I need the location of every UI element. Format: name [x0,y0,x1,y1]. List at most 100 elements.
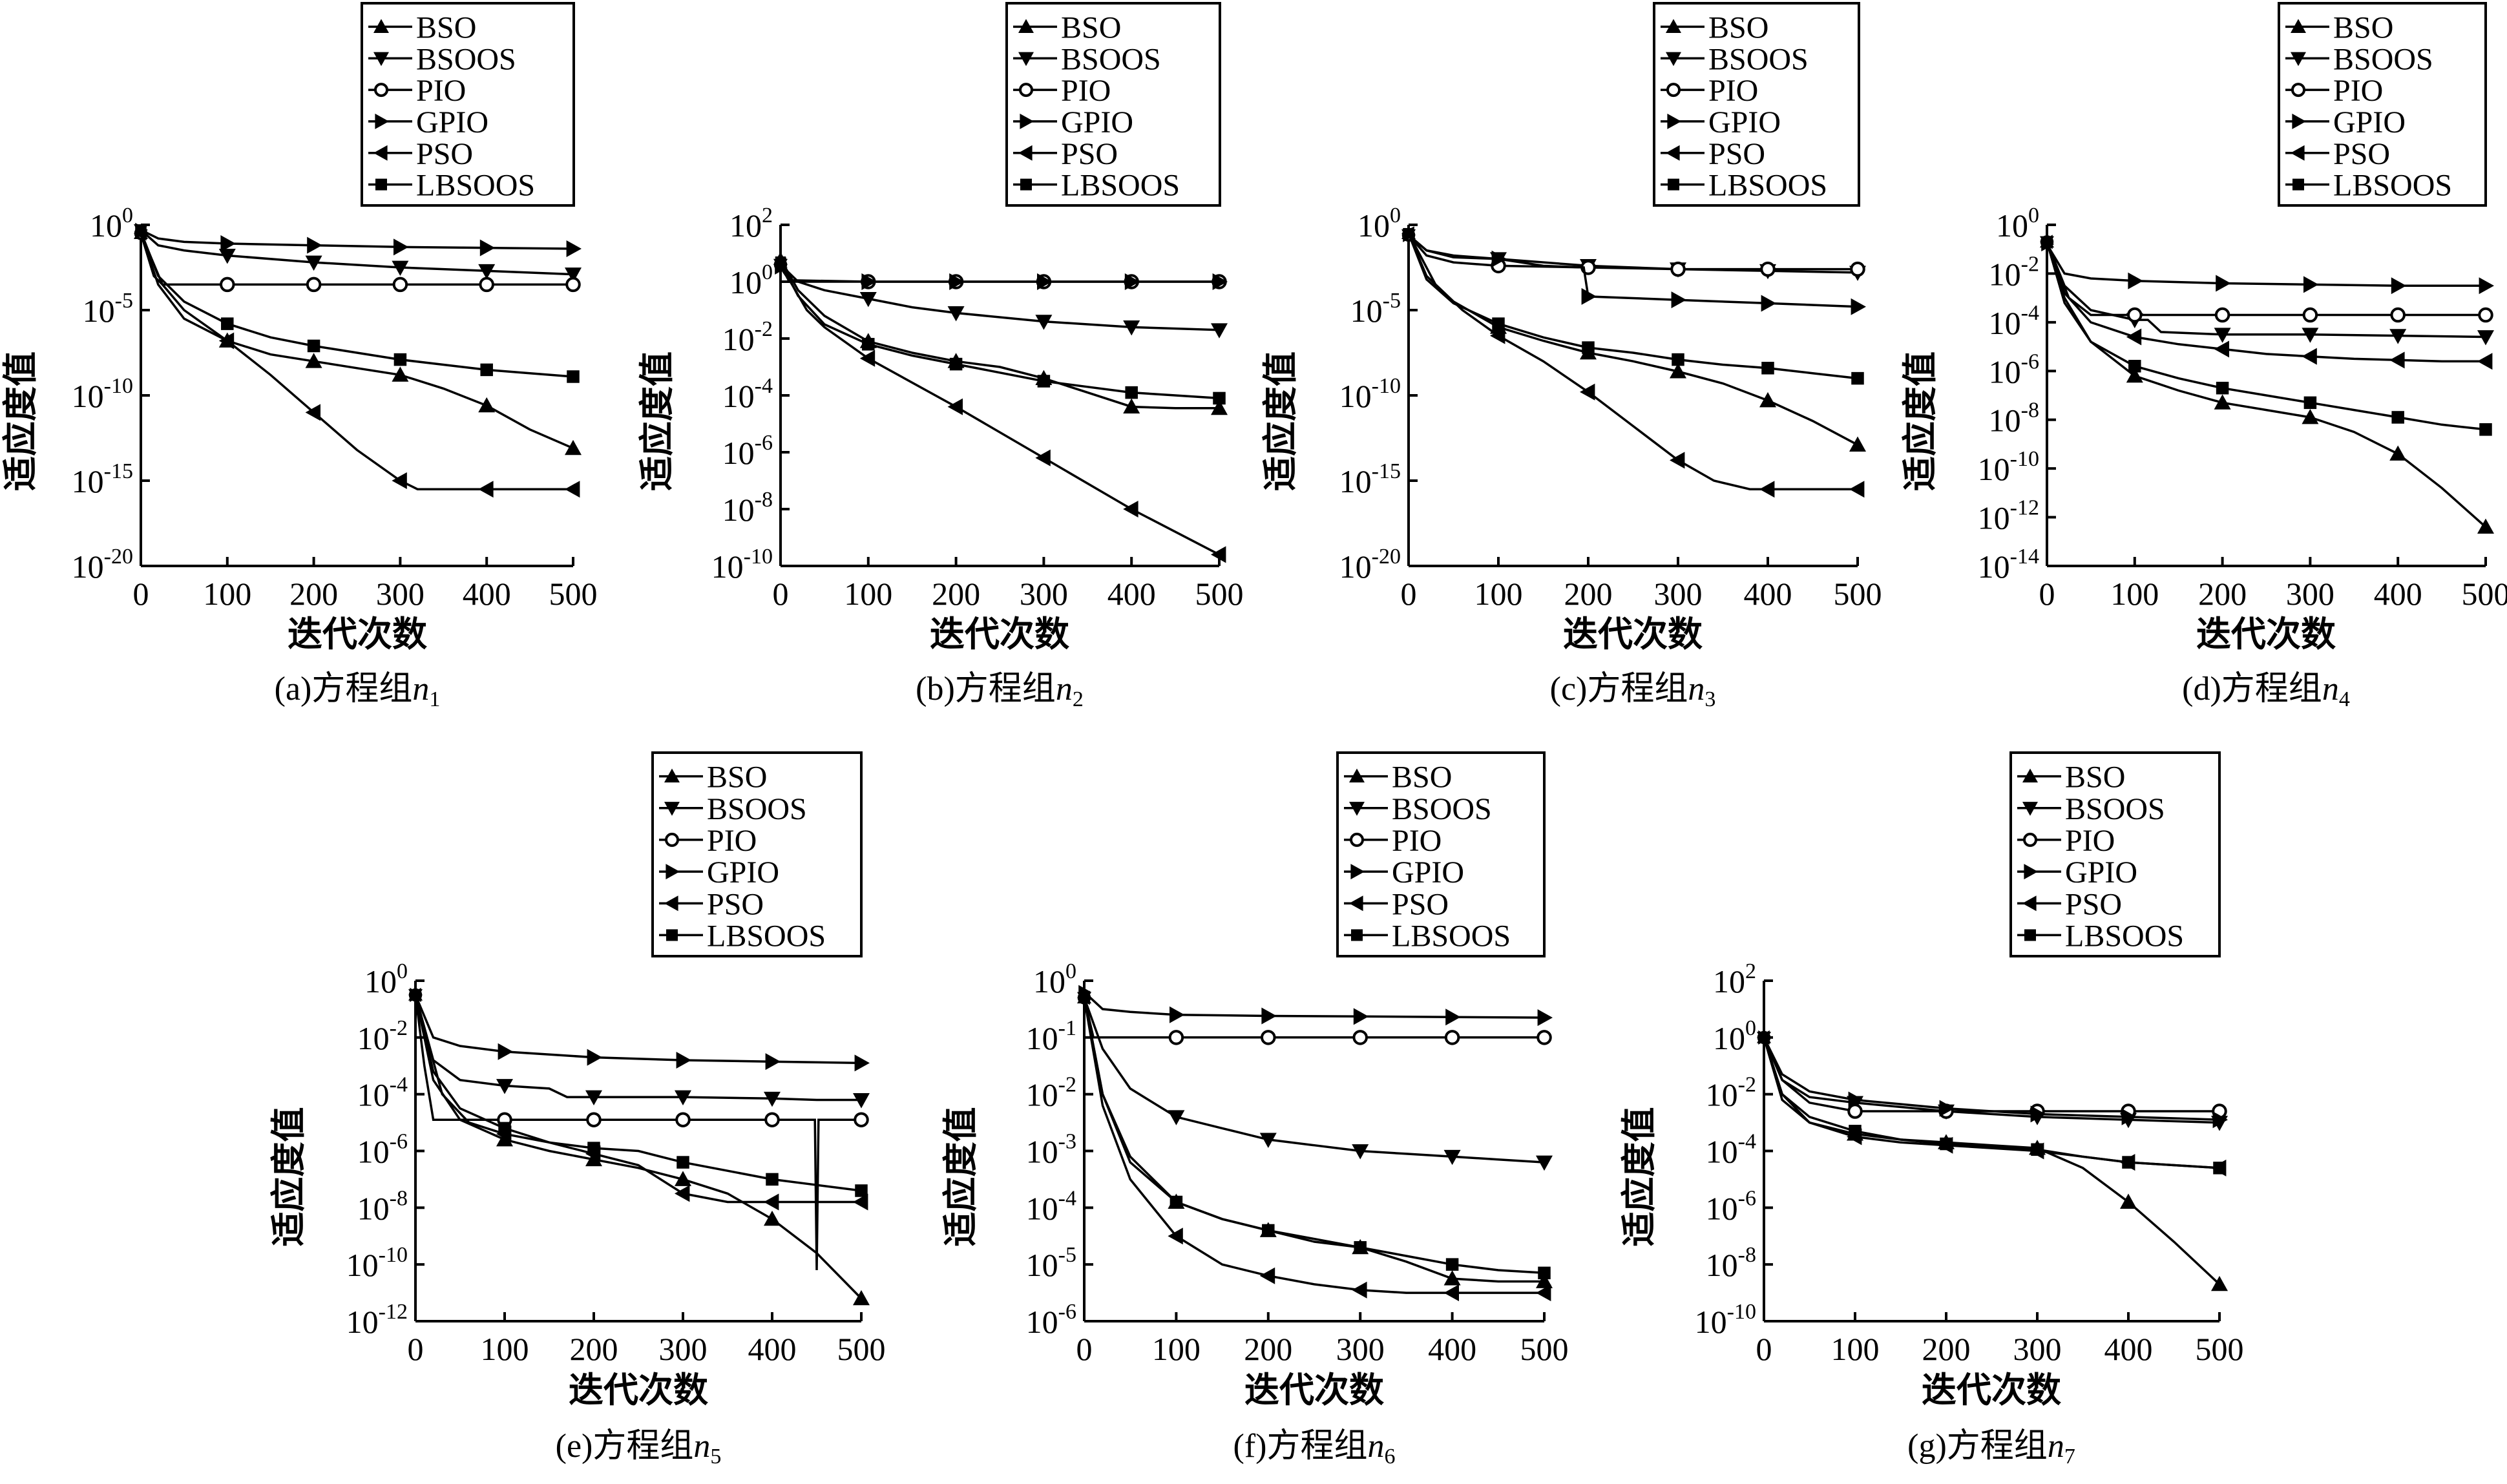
series-line [140,231,574,378]
legend-label-bsoos: BSOOS [1392,792,1492,826]
series-line [140,233,574,450]
marker-open-circle [1847,1103,1863,1119]
marker-triangle-left [1123,501,1138,517]
series-line [779,267,1219,283]
marker-triangle-up [1018,19,1034,34]
series-bsoos [773,258,1228,339]
legend-label-lbsoos: LBSOOS [1061,169,1180,203]
marker-square [2041,236,2053,247]
marker-triangle-down [2022,802,2038,816]
marker-square [666,929,678,941]
series-line [2046,244,2486,287]
series-line [1763,1037,2220,1169]
series-line [414,994,862,1065]
y-tick-label: 10-10 [72,374,133,414]
series-line [779,261,1220,400]
marker-square [2216,381,2229,395]
legend-box [2278,2,2487,207]
legend-label-pso: PSO [707,887,764,921]
chart-panel-e: 0 100 200 300 400 500 100 10-2 10-4 10-6 10-8 10-10… [269,751,886,1468]
marker-triangle-right [1170,1006,1185,1023]
x-tick-label: 300 [2286,576,2334,612]
series-line [1407,233,1858,380]
series-pio [773,258,1227,289]
marker-triangle-left [1259,1267,1275,1284]
series-bso [1401,226,1866,452]
marker-open-circle [675,1112,691,1127]
marker-open-circle [1670,261,1686,277]
series-bsoos [134,224,582,283]
marker-triangle-down [1443,1149,1461,1165]
y-axis-label: 适应度值 [1901,351,1940,491]
marker-square [2024,929,2036,941]
marker-triangle-right [1671,291,1686,309]
marker-triangle-down [764,1091,781,1107]
marker-triangle-down [2389,329,2407,344]
marker-triangle-up [1349,768,1365,783]
y-tick-label: 10-5 [1350,289,1401,329]
legend-box [1005,2,1221,207]
series-line [1407,234,1858,274]
series-bsoos [408,989,870,1109]
marker-open-circle [1444,1030,1460,1045]
marker-triangle-left [1211,546,1226,563]
marker-triangle-down [392,260,409,276]
y-tick-label: 10-15 [1339,459,1401,499]
legend-label-bsoos: BSOOS [1061,42,1161,76]
x-tick-label: 100 [2110,576,2159,612]
marker-triangle-down [218,249,236,264]
marker-triangle-up [2211,1275,2228,1291]
series-line [2046,241,2486,362]
x-tick-label: 500 [837,1331,886,1367]
x-tick-label: 400 [2104,1331,2153,1367]
y-tick-label: 10-6 [1989,350,2039,390]
marker-open-circle [586,1112,602,1127]
marker-square [862,338,875,351]
y-axis-label: 适应度值 [1261,351,1300,491]
x-tick-label: 0 [133,576,149,612]
series-line [779,264,1220,556]
marker-triangle-left [764,1193,779,1211]
marker-triangle-up [565,439,582,455]
x-tick-label: 300 [1020,576,1068,612]
marker-triangle-down [496,1079,513,1094]
y-tick-label: 10-2 [1989,252,2039,292]
series-line [414,994,861,1102]
marker-triangle-up [496,1131,513,1147]
marker-triangle-left [1490,327,1505,344]
legend-label-bsoos: BSOOS [2065,792,2165,826]
series-line [1763,1037,2220,1121]
marker-open-circle [1666,83,1681,98]
series-bsoos [1757,1032,2228,1131]
x-tick-label: 300 [2013,1331,2062,1367]
marker-open-circle [374,83,388,98]
marker-triangle-right [479,239,496,256]
x-tick-label: 200 [1244,1331,1292,1367]
y-tick-label: 10-2 [1706,1073,1756,1113]
legend-label-pso: PSO [416,137,473,171]
series-line [1763,1037,2220,1169]
x-axis-label: 迭代次数 [288,615,427,654]
legend-label-gpio: GPIO [1392,855,1464,890]
marker-square [587,1142,600,1155]
marker-triangle-left [373,145,388,161]
marker-triangle-right [2303,276,2319,293]
marker-open-circle [1352,1030,1368,1045]
y-tick-label: 102 [1713,959,1756,999]
series-line [140,229,574,250]
marker-triangle-right [2128,272,2143,289]
marker-triangle-right [2121,1108,2137,1125]
marker-open-circle [2302,307,2318,323]
y-tick-label: 10-20 [72,545,133,585]
x-tick-label: 400 [1428,1331,1476,1367]
marker-triangle-up [373,19,389,34]
marker-triangle-right [498,1043,513,1060]
y-tick-label: 10-4 [1026,1186,1076,1226]
marker-triangle-right [587,1049,602,1066]
legend-label-pio: PIO [1061,74,1111,108]
x-tick-label: 100 [844,576,892,612]
panel-caption: (g)方程组n7 [1907,1428,2075,1468]
